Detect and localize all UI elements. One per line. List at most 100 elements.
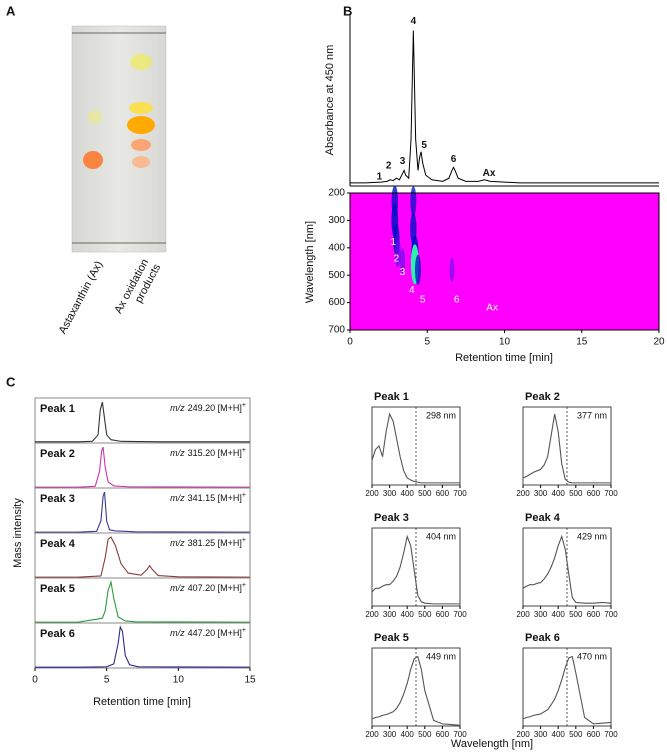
x-tick-label: 10 — [173, 675, 185, 686]
x-tick-label: 15 — [244, 675, 256, 686]
x-tick-label: 700 — [453, 610, 467, 619]
peak-label: 3 — [400, 156, 406, 167]
x-tick-label: 500 — [418, 489, 432, 498]
spot — [83, 151, 103, 169]
x-tick-label: 400 — [401, 730, 415, 739]
chart — [34, 622, 251, 669]
x-tick-label: 600 — [436, 610, 450, 619]
panel-label: A — [6, 3, 16, 18]
x-axis-label: Wavelength [nm] — [451, 738, 533, 750]
y-tick-label: 600 — [328, 297, 345, 308]
x-tick-label: 500 — [569, 610, 583, 619]
chart-title: Peak 1 — [40, 403, 75, 415]
frame — [34, 487, 251, 534]
spot — [130, 54, 152, 70]
x-tick-label: 700 — [604, 610, 618, 619]
y-axis-label: Wavelength [nm] — [304, 221, 316, 303]
trace — [35, 446, 251, 488]
x-tick-label: 700 — [604, 489, 618, 498]
peak-wavelength: 404 nm — [426, 531, 456, 541]
x-tick-label: 400 — [552, 489, 566, 498]
x-tick-label: 600 — [587, 610, 601, 619]
trace — [371, 412, 460, 484]
peak-label: Ax — [483, 168, 496, 179]
peak-wavelength: 298 nm — [426, 410, 456, 420]
x-tick-label: 700 — [604, 730, 618, 739]
heatmap-spot — [449, 257, 455, 282]
chart — [371, 527, 461, 607]
chart-title: Peak 4 — [40, 538, 76, 550]
x-tick-label: 400 — [401, 489, 415, 498]
y-axis-label: Mass intensity — [12, 498, 24, 568]
peak-label: 1 — [390, 237, 396, 248]
x-tick-label: 500 — [569, 489, 583, 498]
spot — [88, 110, 102, 124]
chart-title: Peak 3 — [374, 512, 409, 524]
mz-value: 315.20 [M+H] — [188, 448, 242, 458]
mz-charge: + — [242, 537, 246, 544]
spot — [129, 102, 153, 114]
x-tick-label: 15 — [576, 337, 588, 348]
peak-label: 2 — [386, 160, 392, 171]
x-tick-label: 5 — [104, 675, 110, 686]
spot — [131, 139, 151, 151]
x-tick-label: 400 — [552, 610, 566, 619]
x-tick-label: 300 — [534, 730, 548, 739]
frame — [34, 397, 251, 444]
y-axis-label: Absorbance at 450 nm — [324, 45, 336, 156]
heatmap-spot — [410, 186, 417, 217]
mz-value: 381.25 [M+H] — [188, 538, 242, 548]
x-tick-label: 500 — [569, 730, 583, 739]
mz-charge: + — [242, 582, 246, 589]
chart — [34, 532, 251, 579]
trace — [371, 655, 461, 726]
x-tick-label: 600 — [436, 489, 450, 498]
x-tick-label: 700 — [453, 489, 467, 498]
chart-title: Peak 1 — [374, 391, 409, 403]
chart-title: Peak 6 — [40, 628, 75, 640]
frame — [34, 532, 251, 579]
x-tick-label: 500 — [418, 730, 432, 739]
peak-label: Ax — [486, 303, 498, 314]
chart-title: Peak 6 — [525, 632, 560, 644]
mz-label: m/z 381.25 [M+H]+ — [170, 537, 246, 549]
heatmap-spot — [395, 239, 401, 268]
mz-symbol: m/z — [170, 448, 185, 458]
x-tick-label: 600 — [436, 730, 450, 739]
chart — [371, 406, 461, 486]
heatmap-spot — [399, 248, 406, 275]
lane-label: Astaxanthin (Ax) — [57, 259, 105, 336]
mz-charge: + — [242, 627, 246, 634]
x-tick-label: 200 — [516, 730, 530, 739]
trace — [35, 536, 251, 578]
chart — [34, 397, 251, 444]
mz-value: 341.15 [M+H] — [188, 493, 242, 503]
trace — [522, 413, 611, 484]
mz-label: m/z 447.20 [M+H]+ — [170, 627, 246, 639]
peak-label: 3 — [400, 267, 406, 278]
peak-label: 6 — [454, 295, 460, 306]
trace — [35, 491, 251, 533]
y-tick-label: 400 — [328, 242, 345, 253]
chart — [522, 647, 612, 727]
x-tick-label: 0 — [347, 337, 353, 348]
peak-label: 4 — [409, 285, 415, 296]
x-tick-label: 0 — [32, 675, 38, 686]
spot — [132, 156, 150, 168]
chart — [34, 442, 251, 489]
peak-label: 5 — [420, 295, 426, 306]
x-tick-label: 200 — [365, 610, 379, 619]
trace — [522, 655, 612, 725]
peak-wavelength: 377 nm — [577, 410, 607, 420]
chart-title: Peak 5 — [374, 632, 409, 644]
frame — [34, 442, 251, 489]
tlc-plate — [71, 25, 167, 253]
chart — [522, 527, 612, 607]
trace — [371, 534, 460, 605]
mz-label: m/z 341.15 [M+H]+ — [170, 492, 246, 504]
peak-wavelength: 449 nm — [426, 651, 456, 661]
x-tick-label: 10 — [499, 337, 511, 348]
trace — [35, 625, 251, 668]
